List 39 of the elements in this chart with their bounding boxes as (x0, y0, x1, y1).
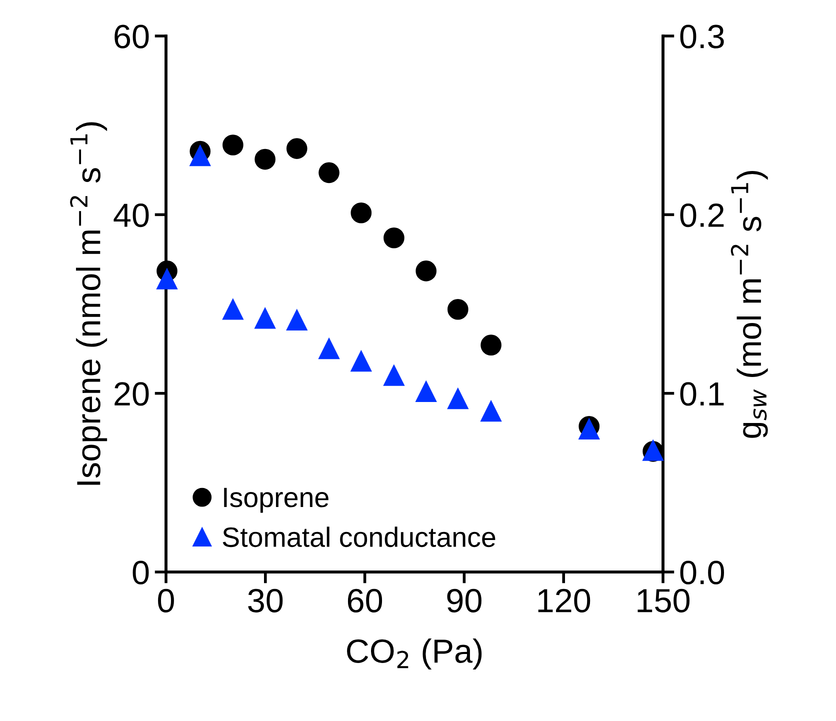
point (254, 148, 276, 170)
x-tick-label: 0 (158, 588, 174, 612)
point (222, 134, 244, 156)
x-tick-label: 120 (538, 588, 590, 612)
point (190, 145, 211, 166)
y2-tick-label: 0.2 (680, 203, 724, 228)
y2-tick-label: 0.3 (680, 24, 724, 48)
point (416, 260, 437, 282)
point (384, 365, 404, 386)
point (222, 298, 244, 320)
y2-axis-title: g$_{sw}$ (mol m$^{−2}$ s$^{−1}$) (730, 171, 768, 438)
point (254, 308, 276, 329)
point (447, 298, 468, 320)
y-tick-label: 20 (114, 382, 149, 406)
point (480, 334, 502, 356)
y-tick-label: 40 (114, 203, 149, 228)
legend-label: Stomatal conductance (222, 526, 496, 548)
y-tick-label: 60 (114, 24, 149, 48)
point (480, 400, 502, 422)
y2-tick-label: 0.0 (680, 560, 724, 584)
point (350, 350, 372, 372)
x-axis-title: CO$_{2}$ (Pa) (347, 638, 482, 670)
point (286, 310, 308, 330)
point (318, 162, 340, 184)
point (416, 381, 437, 402)
x-tick-label: 30 (248, 588, 283, 612)
y-axis-title: Isoprene (nmol m$^{−2}$ s$^{−1}$) (70, 122, 108, 485)
point (384, 227, 404, 248)
point (447, 388, 468, 410)
legend-label: Isoprene (224, 488, 328, 513)
y2-tick-label: 0.1 (680, 382, 724, 406)
point (156, 268, 178, 290)
x-tick-label: 60 (348, 588, 382, 612)
x-tick-label: 90 (447, 588, 482, 612)
point (286, 138, 308, 159)
point (318, 338, 340, 360)
y-tick-label: 0 (132, 560, 149, 584)
point (350, 202, 372, 224)
x-tick-label: 150 (638, 588, 690, 612)
